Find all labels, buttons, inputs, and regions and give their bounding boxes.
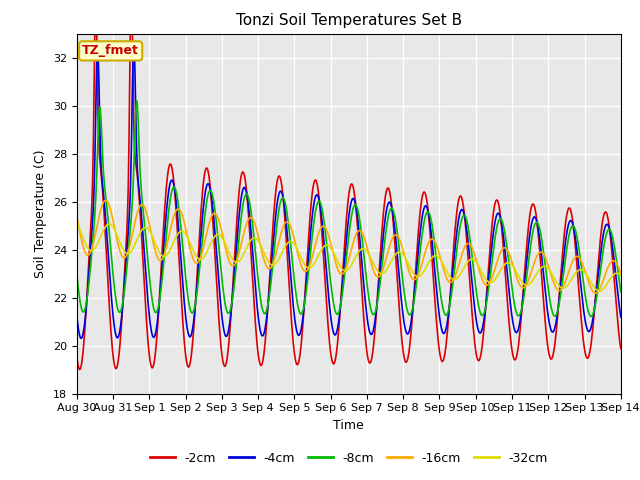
- Line: -2cm: -2cm: [77, 0, 621, 370]
- Title: Tonzi Soil Temperatures Set B: Tonzi Soil Temperatures Set B: [236, 13, 462, 28]
- -16cm: [223, 252, 231, 258]
- -8cm: [431, 248, 439, 253]
- -2cm: [84, 285, 92, 290]
- Line: -32cm: -32cm: [77, 224, 621, 291]
- Y-axis label: Soil Temperature (C): Soil Temperature (C): [35, 149, 47, 278]
- Line: -8cm: -8cm: [77, 101, 621, 316]
- -8cm: [140, 209, 147, 215]
- -32cm: [73, 221, 81, 227]
- -16cm: [617, 270, 625, 276]
- -2cm: [76, 367, 84, 372]
- -32cm: [83, 243, 90, 249]
- -2cm: [73, 353, 81, 359]
- -32cm: [415, 274, 422, 279]
- -32cm: [139, 226, 147, 232]
- -32cm: [596, 288, 604, 294]
- -8cm: [83, 299, 90, 304]
- -8cm: [195, 275, 202, 281]
- Text: TZ_fmet: TZ_fmet: [82, 44, 139, 58]
- -4cm: [433, 283, 440, 289]
- X-axis label: Time: Time: [333, 419, 364, 432]
- -16cm: [140, 203, 147, 208]
- -16cm: [83, 252, 90, 258]
- -8cm: [132, 98, 140, 104]
- -16cm: [195, 259, 202, 264]
- -32cm: [617, 273, 625, 278]
- -4cm: [130, 40, 138, 46]
- -8cm: [588, 313, 595, 319]
- -4cm: [73, 313, 81, 319]
- -2cm: [617, 346, 625, 351]
- -8cm: [416, 253, 424, 259]
- -4cm: [417, 228, 424, 234]
- -8cm: [73, 271, 81, 276]
- Legend: -2cm, -4cm, -8cm, -16cm, -32cm: -2cm, -4cm, -8cm, -16cm, -32cm: [145, 447, 553, 469]
- -16cm: [416, 268, 424, 274]
- -32cm: [194, 255, 202, 261]
- -4cm: [77, 336, 85, 341]
- -16cm: [102, 197, 109, 203]
- -4cm: [196, 252, 204, 258]
- -16cm: [431, 240, 439, 246]
- -4cm: [140, 248, 148, 253]
- -32cm: [223, 244, 230, 250]
- -16cm: [73, 214, 81, 219]
- -8cm: [223, 310, 231, 315]
- -4cm: [84, 291, 92, 297]
- -8cm: [617, 289, 625, 295]
- -2cm: [417, 208, 424, 214]
- Line: -4cm: -4cm: [77, 43, 621, 338]
- -2cm: [196, 233, 204, 239]
- -4cm: [617, 314, 625, 320]
- -16cm: [592, 290, 600, 296]
- -2cm: [433, 315, 440, 321]
- -4cm: [224, 329, 232, 335]
- -2cm: [224, 348, 232, 353]
- -2cm: [140, 279, 148, 285]
- Line: -16cm: -16cm: [77, 200, 621, 293]
- -32cm: [431, 253, 438, 259]
